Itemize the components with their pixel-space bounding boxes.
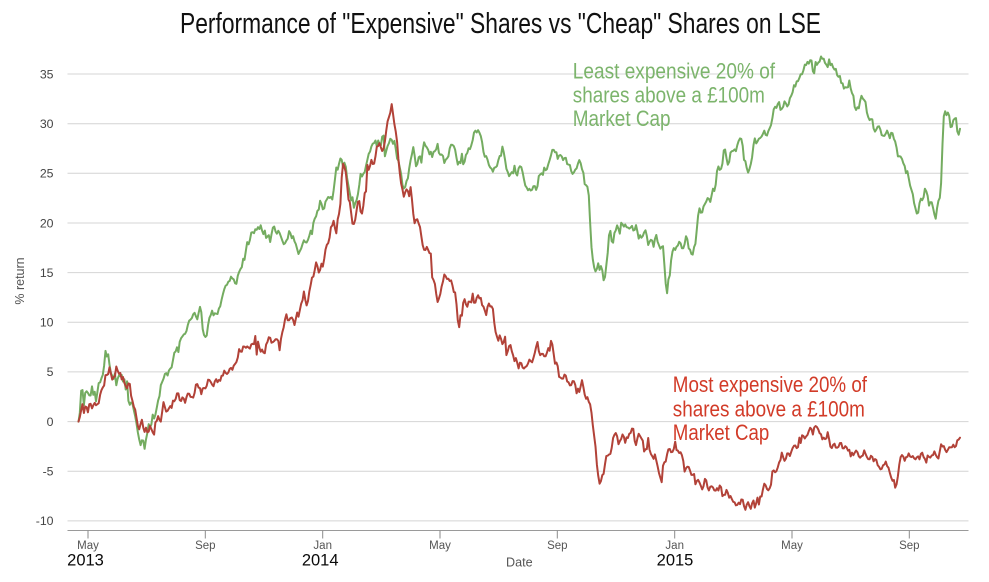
svg-text:May: May [77,540,99,552]
svg-text:Market Cap: Market Cap [573,106,671,131]
svg-text:15: 15 [40,266,54,280]
svg-text:2015: 2015 [657,552,694,570]
svg-text:-10: -10 [36,514,54,528]
svg-text:Date: Date [506,556,533,570]
svg-text:25: 25 [40,167,54,181]
svg-text:Sep: Sep [195,540,215,552]
svg-text:Most expensive 20% of: Most expensive 20% of [673,372,868,397]
svg-text:Sep: Sep [547,540,567,552]
svg-text:35: 35 [40,67,54,81]
svg-text:10: 10 [40,316,54,330]
svg-text:2013: 2013 [67,552,104,570]
svg-text:% return: % return [13,257,27,304]
svg-text:0: 0 [47,415,54,429]
svg-text:Sep: Sep [899,540,919,552]
svg-text:Market Cap: Market Cap [673,420,770,445]
svg-text:Performance of "Expensive" Sha: Performance of "Expensive" Shares vs "Ch… [180,8,821,40]
svg-text:Least expensive 20% of: Least expensive 20% of [573,58,776,83]
svg-text:shares above a £100m: shares above a £100m [673,397,865,422]
svg-text:-5: -5 [43,465,54,479]
svg-text:shares above a £100m: shares above a £100m [573,83,765,108]
svg-text:Jan: Jan [313,540,332,552]
svg-text:May: May [781,540,803,552]
svg-text:May: May [429,540,451,552]
svg-text:Jan: Jan [665,540,684,552]
svg-text:2014: 2014 [302,552,339,570]
svg-text:20: 20 [40,216,54,230]
svg-text:30: 30 [40,117,54,131]
svg-text:5: 5 [47,365,54,379]
